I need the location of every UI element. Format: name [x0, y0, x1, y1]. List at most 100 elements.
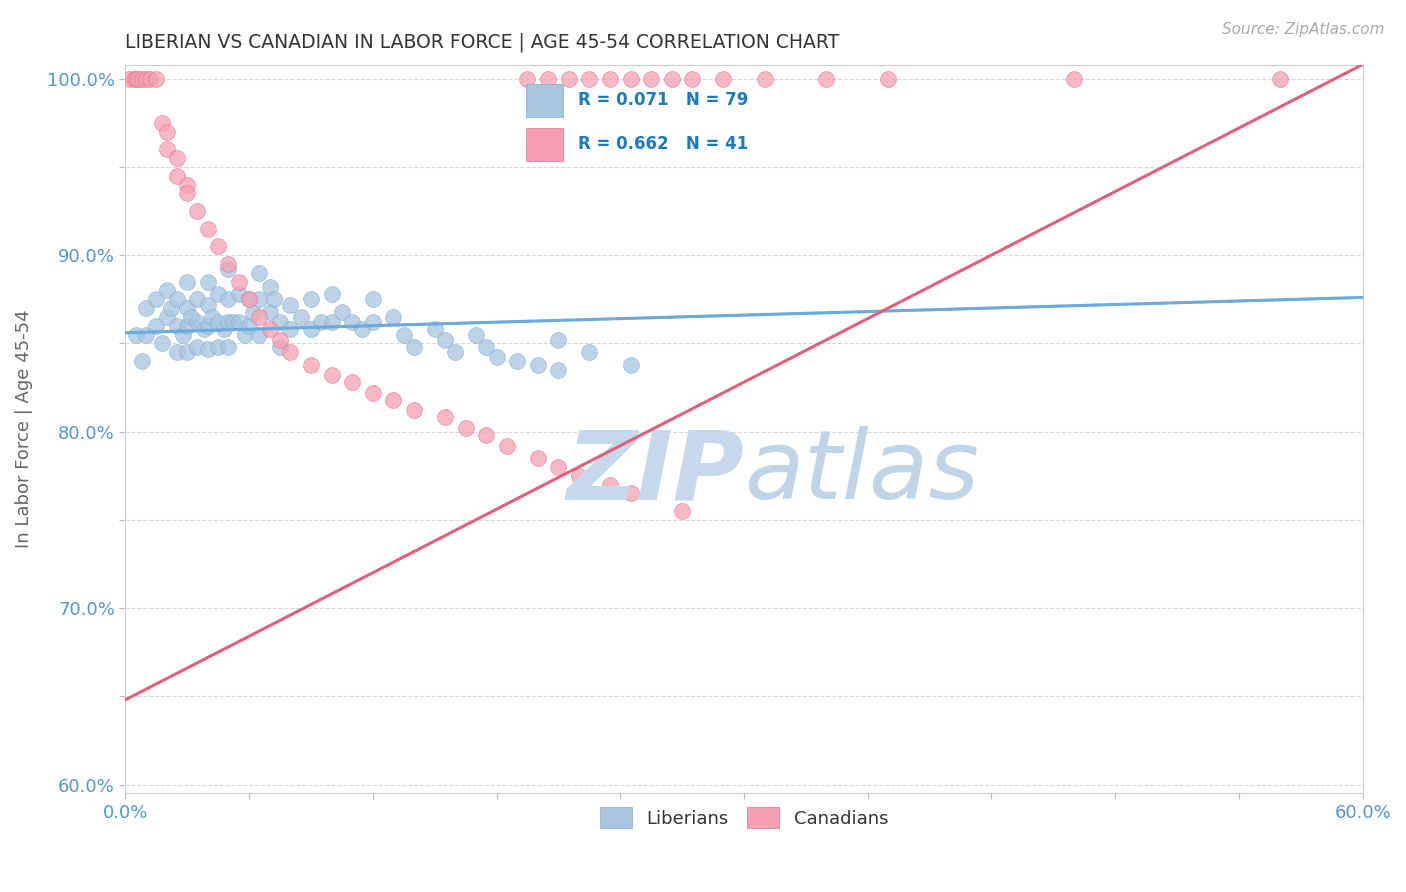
Point [599, 71, 621, 86]
Point [145, 292, 167, 306]
Point [193, 322, 215, 336]
Point [155, 310, 177, 324]
Point [321, 315, 343, 329]
Point [495, 439, 517, 453]
Point [139, 71, 162, 86]
Point [207, 315, 229, 329]
Point [180, 310, 202, 324]
Point [578, 345, 600, 359]
Point [135, 327, 157, 342]
Point [681, 71, 703, 86]
Point [361, 385, 384, 400]
Point [221, 315, 243, 329]
Point [159, 301, 181, 315]
Point [166, 345, 188, 359]
Point [299, 358, 322, 372]
Point [619, 71, 641, 86]
Point [238, 318, 260, 333]
Text: LIBERIAN VS CANADIAN IN LABOR FORCE | AGE 45-54 CORRELATION CHART: LIBERIAN VS CANADIAN IN LABOR FORCE | AG… [125, 33, 839, 53]
Point [269, 315, 291, 329]
Point [247, 327, 270, 342]
Point [361, 292, 384, 306]
Point [547, 459, 569, 474]
Point [259, 304, 281, 318]
Point [228, 287, 250, 301]
Point [547, 333, 569, 347]
Point [290, 310, 312, 324]
Point [815, 71, 838, 86]
Point [197, 342, 219, 356]
Point [247, 292, 270, 306]
Point [640, 71, 662, 86]
Point [207, 287, 229, 301]
Point [145, 71, 167, 86]
Point [233, 327, 256, 342]
Point [166, 169, 188, 183]
Point [118, 71, 141, 86]
Point [340, 315, 363, 329]
Point [186, 340, 208, 354]
Point [485, 351, 508, 365]
Point [155, 142, 177, 156]
Point [464, 327, 486, 342]
Point [877, 71, 900, 86]
Point [547, 363, 569, 377]
Text: atlas: atlas [744, 426, 979, 519]
Point [269, 333, 291, 347]
Legend: Liberians, Canadians: Liberians, Canadians [592, 800, 896, 835]
Point [238, 292, 260, 306]
Point [228, 275, 250, 289]
Point [361, 315, 384, 329]
Point [176, 186, 198, 201]
Point [166, 292, 188, 306]
Point [152, 116, 174, 130]
Point [330, 304, 353, 318]
Point [197, 221, 219, 235]
Point [217, 315, 239, 329]
Point [263, 292, 285, 306]
Point [568, 468, 591, 483]
Point [392, 327, 415, 342]
Point [537, 71, 560, 86]
Point [423, 322, 446, 336]
Point [152, 336, 174, 351]
Point [278, 345, 301, 359]
Point [135, 301, 157, 315]
Text: ZIP: ZIP [567, 426, 744, 519]
Point [166, 318, 188, 333]
Text: Source: ZipAtlas.com: Source: ZipAtlas.com [1222, 22, 1385, 37]
Point [186, 204, 208, 219]
Point [201, 310, 224, 324]
Point [207, 340, 229, 354]
Point [299, 322, 322, 336]
Point [176, 178, 198, 192]
Point [321, 287, 343, 301]
Point [172, 327, 194, 342]
Point [475, 428, 498, 442]
Y-axis label: In Labor Force | Age 45-54: In Labor Force | Age 45-54 [15, 310, 32, 549]
Point [214, 322, 236, 336]
Point [278, 297, 301, 311]
Point [176, 301, 198, 315]
Point [176, 275, 198, 289]
Point [578, 71, 600, 86]
Point [135, 71, 157, 86]
Point [217, 292, 239, 306]
Point [599, 477, 621, 491]
Point [382, 310, 405, 324]
Point [619, 358, 641, 372]
Point [247, 266, 270, 280]
Point [526, 451, 548, 466]
Point [217, 257, 239, 271]
Point [433, 333, 456, 347]
Point [1063, 71, 1085, 86]
Point [186, 292, 208, 306]
Point [155, 284, 177, 298]
Point [754, 71, 776, 86]
Point [197, 318, 219, 333]
Point [299, 292, 322, 306]
Point [228, 315, 250, 329]
Point [402, 340, 425, 354]
Point [217, 340, 239, 354]
Point [671, 504, 693, 518]
